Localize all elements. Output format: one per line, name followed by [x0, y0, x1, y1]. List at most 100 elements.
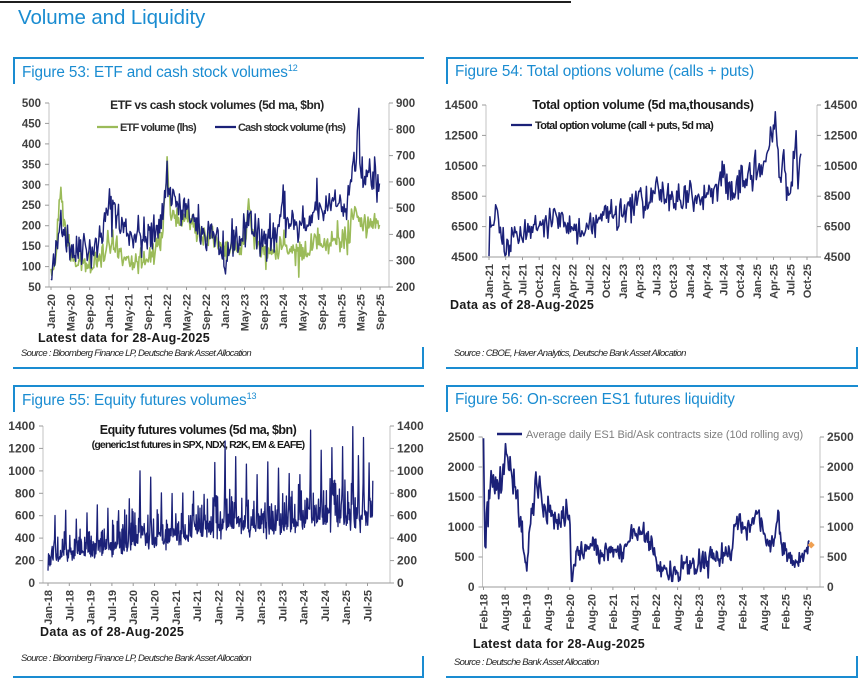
svg-text:350: 350 — [22, 159, 41, 171]
svg-text:1400: 1400 — [397, 419, 424, 433]
svg-text:Jul-24: Jul-24 — [320, 589, 332, 622]
svg-text:800: 800 — [15, 486, 35, 500]
svg-text:4500: 4500 — [824, 250, 851, 264]
svg-text:Oct-21: Oct-21 — [534, 264, 546, 298]
svg-text:Feb-19: Feb-19 — [522, 594, 534, 629]
svg-text:Jan-23: Jan-23 — [618, 264, 630, 299]
svg-text:Oct-22: Oct-22 — [601, 264, 613, 298]
svg-text:Feb-20: Feb-20 — [565, 594, 577, 629]
svg-text:Jul-19: Jul-19 — [107, 590, 119, 622]
svg-text:Aug-20: Aug-20 — [586, 594, 598, 631]
svg-text:200: 200 — [15, 554, 35, 568]
svg-text:0: 0 — [28, 576, 35, 590]
svg-text:14500: 14500 — [445, 98, 479, 112]
svg-text:Jul-24: Jul-24 — [718, 263, 730, 296]
svg-text:50: 50 — [28, 282, 41, 294]
svg-text:Jul-23: Jul-23 — [651, 264, 663, 296]
svg-text:Jan-25: Jan-25 — [752, 264, 764, 299]
svg-text:1000: 1000 — [8, 464, 35, 478]
svg-text:Oct-24: Oct-24 — [735, 263, 747, 298]
svg-text:14500: 14500 — [824, 98, 858, 112]
svg-text:1400: 1400 — [8, 419, 35, 433]
svg-text:Apr-21: Apr-21 — [501, 264, 513, 299]
svg-text:Feb-21: Feb-21 — [608, 594, 620, 629]
svg-text:200: 200 — [22, 221, 41, 233]
svg-text:Apr-24: Apr-24 — [702, 263, 714, 299]
svg-text:Jan-19: Jan-19 — [86, 590, 98, 625]
svg-text:600: 600 — [397, 509, 417, 523]
svg-text:(generic1st futures in SPX, ND: (generic1st futures in SPX, NDX, R2K, EM… — [92, 439, 305, 451]
svg-text:500: 500 — [454, 550, 474, 564]
svg-text:Jul-20: Jul-20 — [150, 590, 162, 622]
svg-text:Sep-25: Sep-25 — [375, 294, 387, 330]
svg-text:0: 0 — [468, 580, 475, 594]
svg-text:Aug-25: Aug-25 — [802, 594, 814, 631]
svg-text:Sep-21: Sep-21 — [143, 294, 155, 330]
svg-text:ETF volume (lhs): ETF volume (lhs) — [120, 122, 197, 134]
svg-text:Jul-22: Jul-22 — [584, 264, 596, 296]
svg-text:Jan-21: Jan-21 — [484, 264, 496, 299]
svg-text:Aug-24: Aug-24 — [759, 593, 771, 631]
svg-text:Jan-24: Jan-24 — [278, 293, 290, 329]
svg-text:May-23: May-23 — [240, 294, 252, 331]
svg-text:Jan-25: Jan-25 — [336, 294, 348, 329]
svg-text:1000: 1000 — [827, 520, 854, 534]
svg-text:May-20: May-20 — [65, 294, 77, 331]
svg-text:8500: 8500 — [451, 189, 478, 203]
svg-text:Sep-20: Sep-20 — [85, 294, 97, 330]
svg-text:0: 0 — [827, 580, 834, 594]
svg-text:May-22: May-22 — [182, 294, 194, 331]
svg-text:Jan-23: Jan-23 — [220, 294, 232, 329]
svg-text:May-24: May-24 — [298, 293, 310, 331]
svg-text:12500: 12500 — [445, 128, 479, 142]
svg-text:0: 0 — [397, 576, 404, 590]
svg-text:300: 300 — [22, 180, 41, 192]
svg-text:150: 150 — [22, 241, 41, 253]
svg-text:Jul-21: Jul-21 — [192, 590, 204, 622]
svg-text:Equity futures volumes (5d ma,: Equity futures volumes (5d ma, $bn) — [100, 423, 297, 437]
svg-text:500: 500 — [22, 98, 41, 110]
svg-text:400: 400 — [397, 531, 417, 545]
svg-text:Cash stock volume (rhs): Cash stock volume (rhs) — [238, 122, 346, 134]
svg-text:Jan-22: Jan-22 — [162, 294, 174, 329]
svg-text:Jul-23: Jul-23 — [277, 590, 289, 622]
svg-text:Jan-22: Jan-22 — [213, 590, 225, 625]
svg-text:Jan-23: Jan-23 — [256, 590, 268, 625]
svg-text:Jul-21: Jul-21 — [518, 264, 530, 296]
svg-text:Jan-25: Jan-25 — [341, 590, 353, 625]
svg-text:Sep-22: Sep-22 — [201, 294, 213, 330]
svg-text:Jan-22: Jan-22 — [551, 264, 563, 299]
svg-text:1000: 1000 — [448, 520, 475, 534]
svg-text:600: 600 — [396, 177, 415, 189]
svg-text:2000: 2000 — [448, 460, 475, 474]
svg-text:Jul-25: Jul-25 — [785, 264, 797, 296]
svg-text:Feb-23: Feb-23 — [694, 594, 706, 629]
svg-text:8500: 8500 — [824, 189, 851, 203]
svg-text:Sep-24: Sep-24 — [317, 293, 329, 330]
svg-text:600: 600 — [15, 509, 35, 523]
svg-text:1200: 1200 — [397, 441, 424, 455]
svg-text:6500: 6500 — [824, 220, 851, 234]
svg-text:Feb-24: Feb-24 — [737, 593, 749, 629]
svg-text:6500: 6500 — [451, 220, 478, 234]
svg-text:Oct-23: Oct-23 — [668, 264, 680, 298]
svg-text:10500: 10500 — [824, 159, 858, 173]
svg-text:250: 250 — [22, 200, 41, 212]
svg-text:Feb-18: Feb-18 — [479, 594, 491, 629]
svg-text:May-21: May-21 — [123, 294, 135, 331]
svg-text:Average daily ES1 Bid/Ask cont: Average daily ES1 Bid/Ask contracts size… — [526, 429, 803, 441]
svg-text:1500: 1500 — [827, 490, 854, 504]
svg-text:12500: 12500 — [824, 128, 858, 142]
svg-text:100: 100 — [22, 262, 41, 274]
svg-text:Aug-22: Aug-22 — [673, 594, 685, 631]
svg-text:800: 800 — [397, 486, 417, 500]
svg-text:4500: 4500 — [451, 250, 478, 264]
svg-text:Feb-22: Feb-22 — [651, 594, 663, 629]
svg-text:Apr-22: Apr-22 — [568, 264, 580, 299]
svg-text:500: 500 — [396, 203, 415, 215]
svg-text:10500: 10500 — [445, 159, 479, 173]
svg-text:400: 400 — [22, 139, 41, 151]
svg-text:Jan-20: Jan-20 — [128, 590, 140, 625]
svg-text:2000: 2000 — [827, 460, 854, 474]
svg-text:Jan-24: Jan-24 — [685, 263, 697, 299]
